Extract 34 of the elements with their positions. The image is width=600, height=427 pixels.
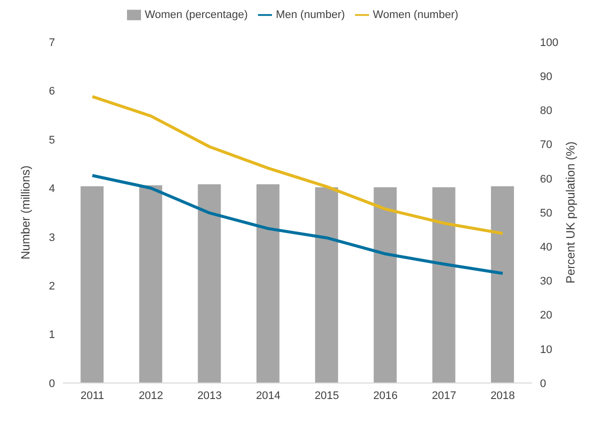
x-tick-label: 2016 <box>373 390 398 402</box>
y2-tick-label: 40 <box>540 242 552 254</box>
y-tick-label: 7 <box>48 36 55 49</box>
y2-tick-label: 50 <box>540 207 552 220</box>
y2-tick-label: 100 <box>540 36 558 49</box>
y2-tick-label: 60 <box>540 173 552 186</box>
y2-tick-label: 10 <box>540 344 552 356</box>
x-tick-label: 2015 <box>314 390 340 402</box>
y-tick-label: 4 <box>48 183 55 196</box>
y-tick-label: 3 <box>48 232 55 244</box>
y2-tick-label: 0 <box>540 378 546 390</box>
legend-label: Men (number) <box>276 8 345 21</box>
legend-label: Women (percentage) <box>144 8 248 21</box>
line-series <box>90 95 504 235</box>
y-axis-title: Number (millions) <box>18 165 32 260</box>
y-tick-label: 5 <box>48 134 55 146</box>
x-tick-label: 2013 <box>197 390 222 402</box>
x-tick-label: 2014 <box>256 390 280 402</box>
y2-axis-title: Percent UK population (%) <box>563 141 578 284</box>
y-tick-label: 0 <box>48 378 55 390</box>
y2-tick-label: 70 <box>540 139 552 152</box>
y-tick-label: 2 <box>48 280 55 292</box>
x-tick-label: 2012 <box>138 390 164 402</box>
x-tick-label: 2011 <box>80 390 104 402</box>
y2-tick-label: 80 <box>540 105 552 118</box>
y2-tick-label: 90 <box>540 71 552 84</box>
x-tick-label: 2018 <box>490 390 515 402</box>
legend-label: Women (number) <box>372 8 458 21</box>
y2-tick-label: 20 <box>540 310 552 322</box>
x-tick-label: 2017 <box>432 390 456 402</box>
line-series <box>90 174 504 275</box>
y-tick-label: 1 <box>48 329 55 342</box>
y2-tick-label: 30 <box>540 276 552 288</box>
y-tick-label: 6 <box>48 86 55 98</box>
